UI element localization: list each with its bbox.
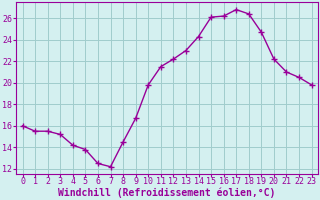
X-axis label: Windchill (Refroidissement éolien,°C): Windchill (Refroidissement éolien,°C) xyxy=(58,187,276,198)
